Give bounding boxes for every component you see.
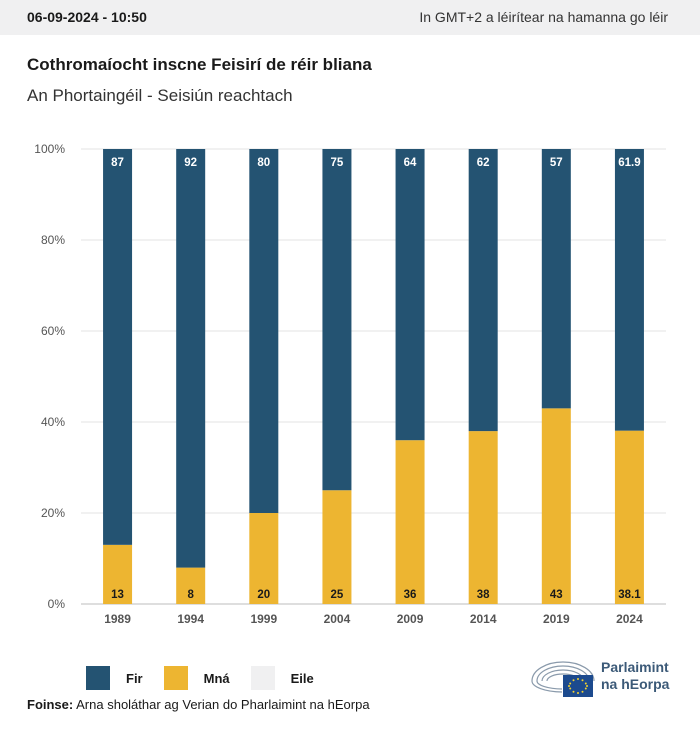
bar-segment-fir: [103, 149, 133, 545]
stacked-bar-chart: 0% 20% 40% 60% 80% 100% 87 13 1989 92 8 1994 80 20 199…: [34, 142, 666, 626]
bar-segment-mna: [614, 430, 644, 604]
bar-segment-mna: [176, 567, 206, 604]
y-tick-label: 80%: [41, 233, 65, 247]
data-label-mna: 8: [187, 589, 194, 601]
x-tick-label: 1989: [104, 612, 131, 626]
parliament-hemicycle-icon: [531, 661, 595, 697]
data-label-mna: 20: [257, 589, 270, 601]
y-tick-label: 20%: [41, 506, 65, 520]
legend-swatch-fir: [86, 666, 110, 690]
chart-title: Cothromaíocht inscne Feisirí de réir bli…: [27, 55, 372, 74]
legend-label-eile: Eile: [290, 670, 314, 686]
legend-label-mna: Mná: [203, 670, 230, 686]
timestamp: 06-09-2024 - 10:50: [27, 9, 147, 25]
source-label: Foinse:: [27, 697, 74, 712]
data-label-mna: 25: [331, 589, 344, 601]
y-tick-label: 100%: [34, 142, 65, 156]
legend-label-fir: Fir: [126, 670, 143, 686]
legend-item-mna: Mná: [163, 666, 230, 690]
bar-segment-fir: [395, 149, 425, 441]
source-text: Arna sholáthar ag Verian do Pharlaimint …: [76, 697, 370, 712]
parliament-logo: Parlaimint na hEorpa: [528, 657, 678, 699]
x-tick-label: 1999: [250, 612, 277, 626]
x-tick-label: 2014: [470, 612, 497, 626]
bar-segment-mna: [103, 544, 133, 604]
data-label-fir: 80: [257, 157, 270, 169]
source-note: Foinse: Arna sholáthar ag Verian do Phar…: [27, 697, 370, 712]
data-label-mna: 43: [550, 589, 563, 601]
y-tick-label: 40%: [41, 415, 65, 429]
data-label-mna: 36: [404, 589, 417, 601]
x-tick-label: 2019: [543, 612, 570, 626]
bar-segment-fir: [322, 149, 352, 491]
bar-segment-mna: [468, 431, 498, 604]
x-tick-label: 2009: [397, 612, 424, 626]
data-label-fir: 75: [331, 157, 344, 169]
data-label-mna: 38.1: [618, 589, 641, 601]
bar-segment-fir: [614, 149, 644, 431]
logo-line-1: Parlaimint: [601, 659, 669, 675]
chart-subtitle: An Phortaingéil - Seisiún reachtach: [27, 86, 293, 105]
logo-text: Parlaimint na hEorpa: [601, 659, 669, 693]
x-tick-label: 1994: [177, 612, 204, 626]
data-label-fir: 62: [477, 157, 490, 169]
bar-segment-fir: [541, 149, 571, 409]
bar-segment-mna: [541, 408, 571, 604]
x-tick-label: 2024: [616, 612, 643, 626]
data-label-fir: 87: [111, 157, 124, 169]
legend-item-fir: Fir: [86, 666, 143, 690]
bar-segment-fir: [249, 149, 279, 513]
data-label-fir: 61.9: [618, 157, 640, 169]
timezone-note: In GMT+2 a léirítear na hamanna go léir: [419, 9, 668, 25]
data-label-fir: 92: [184, 157, 197, 169]
legend-item-eile: Eile: [250, 666, 314, 690]
bar-segment-fir: [176, 149, 206, 568]
x-tick-label: 2004: [324, 612, 351, 626]
bar-segment-mna: [395, 440, 425, 604]
data-label-mna: 38: [477, 589, 490, 601]
legend-swatch-mna: [163, 666, 188, 690]
bar-segment-fir: [468, 149, 498, 432]
data-label-fir: 57: [550, 157, 563, 169]
legend-swatch-eile: [250, 666, 275, 690]
y-tick-label: 0%: [48, 597, 66, 611]
bar-segment-mna: [322, 490, 352, 604]
legend: Fir Mná Eile: [86, 666, 335, 690]
logo-line-2: na hEorpa: [601, 676, 670, 692]
bar-segment-mna: [249, 513, 279, 604]
data-label-fir: 64: [404, 157, 417, 169]
y-tick-label: 60%: [41, 324, 65, 338]
data-label-mna: 13: [111, 589, 124, 601]
top-bar: 06-09-2024 - 10:50 In GMT+2 a léirítear …: [0, 0, 700, 35]
